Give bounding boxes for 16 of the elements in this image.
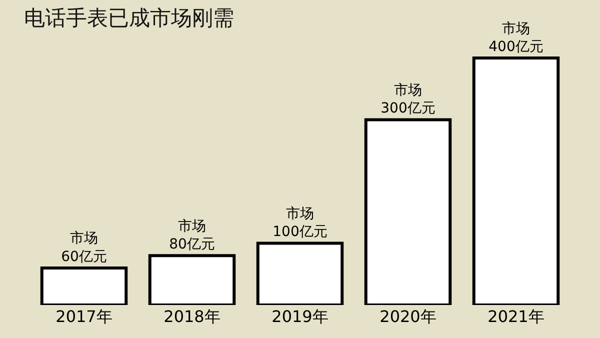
data-label: 市场 100亿元 bbox=[272, 206, 328, 240]
x-tick-label: 2017年 bbox=[56, 307, 112, 326]
data-label: 市场 60亿元 bbox=[61, 230, 107, 265]
x-tick-label: 2019年 bbox=[272, 307, 328, 326]
x-tick-label: 2020年 bbox=[380, 307, 436, 326]
bar bbox=[472, 56, 560, 305]
bar bbox=[256, 242, 344, 305]
data-label: 市场 300亿元 bbox=[380, 82, 436, 117]
data-label: 市场 400亿元 bbox=[488, 20, 544, 55]
chart-title: 电话手表已成市场刚需 bbox=[24, 6, 234, 30]
bar bbox=[364, 118, 452, 305]
bar bbox=[40, 266, 128, 305]
x-tick-label: 2018年 bbox=[164, 307, 220, 326]
bar bbox=[148, 254, 236, 305]
x-tick-label: 2021年 bbox=[488, 307, 544, 326]
data-label: 市场 80亿元 bbox=[169, 218, 215, 253]
